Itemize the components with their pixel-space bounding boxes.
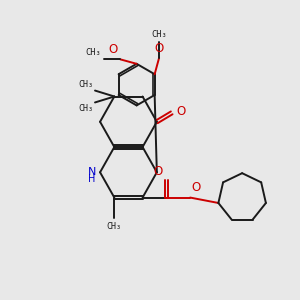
Text: CH₃: CH₃ xyxy=(151,30,167,39)
Text: N: N xyxy=(88,167,96,177)
Text: O: O xyxy=(109,44,118,56)
Text: O: O xyxy=(191,181,201,194)
Text: O: O xyxy=(176,105,185,118)
Text: O: O xyxy=(154,42,164,55)
Text: H: H xyxy=(88,174,95,184)
Text: CH₃: CH₃ xyxy=(78,80,93,89)
Text: CH₃: CH₃ xyxy=(78,104,93,113)
Text: O: O xyxy=(154,165,163,178)
Text: CH₃: CH₃ xyxy=(107,222,122,231)
Text: CH₃: CH₃ xyxy=(86,48,102,57)
